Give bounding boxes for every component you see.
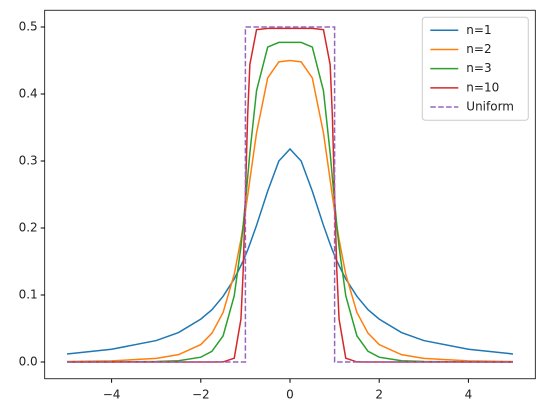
x-tick-label: 2 <box>375 387 383 401</box>
x-tick-label: 0 <box>286 387 294 401</box>
y-tick-label: 0.1 <box>19 288 38 302</box>
legend-label: Uniform <box>466 100 514 114</box>
y-tick-label: 0.3 <box>19 154 38 168</box>
line-series <box>66 59 514 363</box>
line-series <box>66 41 514 363</box>
legend-label: n=3 <box>466 61 491 75</box>
legend-label: n=10 <box>466 80 499 94</box>
x-tick-label: 4 <box>465 387 473 401</box>
x-tick-label: −4 <box>103 387 121 401</box>
legend-box <box>421 16 529 121</box>
line-series <box>66 147 514 355</box>
y-tick-label: 0.0 <box>19 355 38 369</box>
y-tick-label: 0.2 <box>19 221 38 235</box>
plot-frame <box>44 9 536 380</box>
line-series <box>67 26 513 363</box>
y-tick-label: 0.4 <box>19 87 38 101</box>
y-tick-label: 0.5 <box>19 20 38 34</box>
legend-label: n=1 <box>466 23 491 37</box>
x-tick-label: −2 <box>192 387 210 401</box>
legend-label: n=2 <box>466 42 491 56</box>
